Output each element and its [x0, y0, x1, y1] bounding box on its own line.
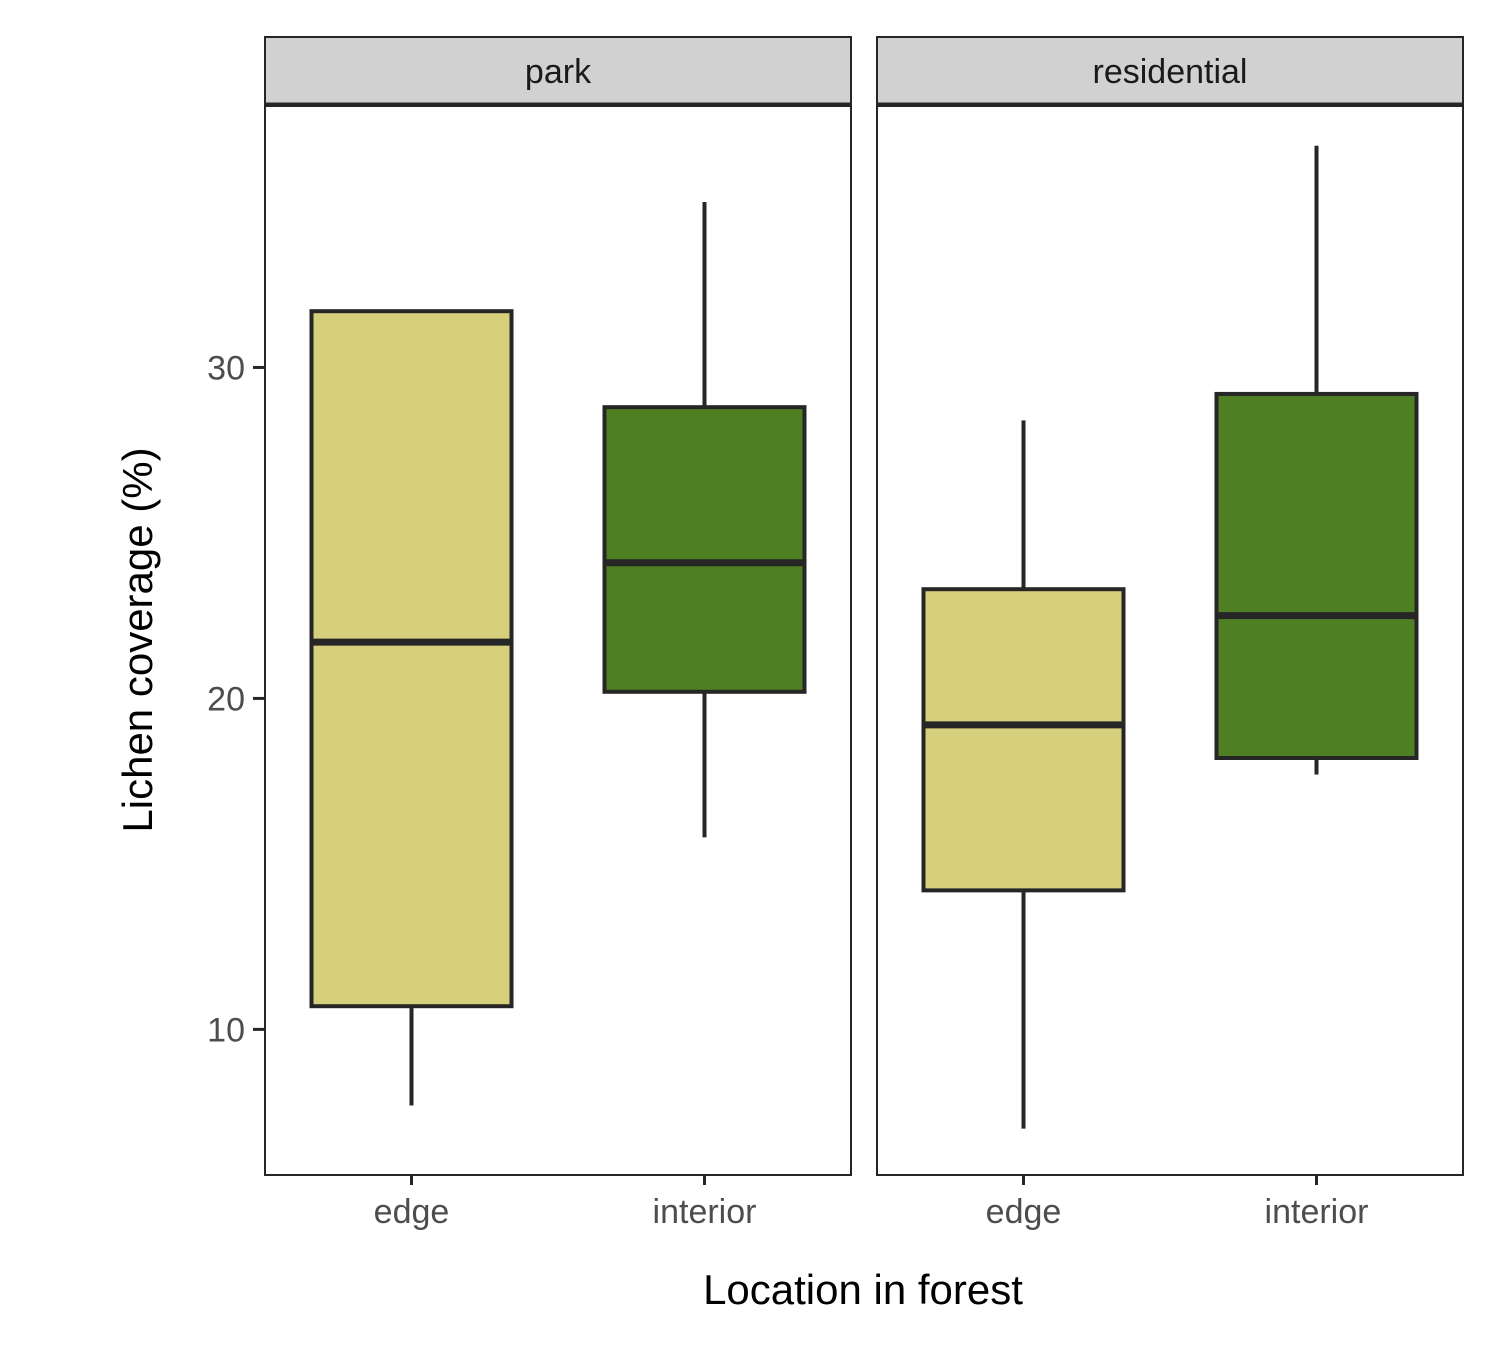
panel-residential: residential edge interior [876, 36, 1464, 1231]
facet-label: park [525, 53, 592, 91]
x-tick-label: edge [986, 1193, 1062, 1231]
y-axis-title: Lichen coverage (%) [114, 447, 161, 832]
box-residential-interior: interior [1214, 145, 1419, 1231]
box-park-interior: interior [602, 201, 807, 1231]
facet-strip [264, 36, 852, 105]
x-tick-label: edge [374, 1193, 450, 1231]
box-iqr [309, 309, 514, 1009]
y-tick-label: 30 [207, 349, 245, 387]
facet-strip [876, 36, 1464, 105]
box-iqr [921, 587, 1126, 893]
facet-label: residential [1093, 53, 1248, 91]
box-iqr [1214, 391, 1419, 760]
y-tick-label: 10 [207, 1011, 245, 1049]
x-axis-title: Location in forest [703, 1266, 1023, 1313]
y-tick-label: 20 [207, 680, 245, 718]
box-residential-edge: edge [921, 420, 1126, 1231]
x-tick-label: interior [1265, 1193, 1369, 1231]
x-tick-label: interior [653, 1193, 757, 1231]
panel-park: park edge interior [264, 36, 852, 1231]
box-park-edge: edge [309, 309, 514, 1231]
box-iqr [602, 405, 807, 694]
